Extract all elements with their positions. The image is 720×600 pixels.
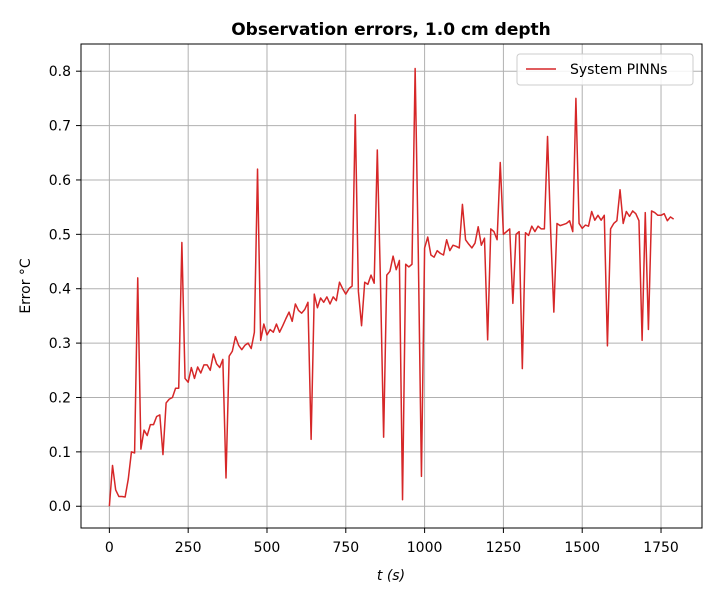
series-layer — [108, 67, 675, 507]
x-tick-label: 1500 — [564, 540, 600, 556]
y-tick-label: 0.7 — [49, 119, 71, 135]
x-axis-label: t (s) — [377, 568, 405, 584]
y-axis-label: Error °C — [18, 258, 34, 314]
legend-label: System PINNs — [570, 62, 667, 78]
y-tick-label: 0.3 — [49, 336, 71, 352]
x-tick-label: 0 — [105, 540, 114, 556]
y-tick-label: 0.8 — [49, 64, 71, 80]
y-tick-label: 0.5 — [49, 227, 71, 243]
x-tick-label: 750 — [332, 540, 359, 556]
x-axis: 0 250 500 750 1000 1250 1500 1750 — [105, 528, 679, 556]
y-tick-label: 0.6 — [49, 173, 71, 189]
x-tick-label: 1000 — [407, 540, 443, 556]
y-tick-label: 0.2 — [49, 390, 71, 406]
x-tick-label: 1750 — [643, 540, 679, 556]
y-axis: 0.0 0.1 0.2 0.3 0.4 0.5 0.6 0.7 0.8 — [49, 64, 81, 515]
y-tick-label: 0.1 — [49, 445, 71, 461]
x-tick-label: 250 — [175, 540, 202, 556]
legend: System PINNs — [516, 53, 694, 86]
series-line-0 — [108, 67, 675, 507]
plot-frame — [80, 43, 703, 529]
y-tick-label: 0.0 — [49, 499, 71, 515]
legend-box — [516, 53, 694, 86]
y-tick-label: 0.4 — [49, 282, 71, 298]
x-tick-label: 500 — [254, 540, 281, 556]
x-tick-label: 1250 — [486, 540, 522, 556]
chart-title: Observation errors, 1.0 cm depth — [231, 20, 551, 40]
